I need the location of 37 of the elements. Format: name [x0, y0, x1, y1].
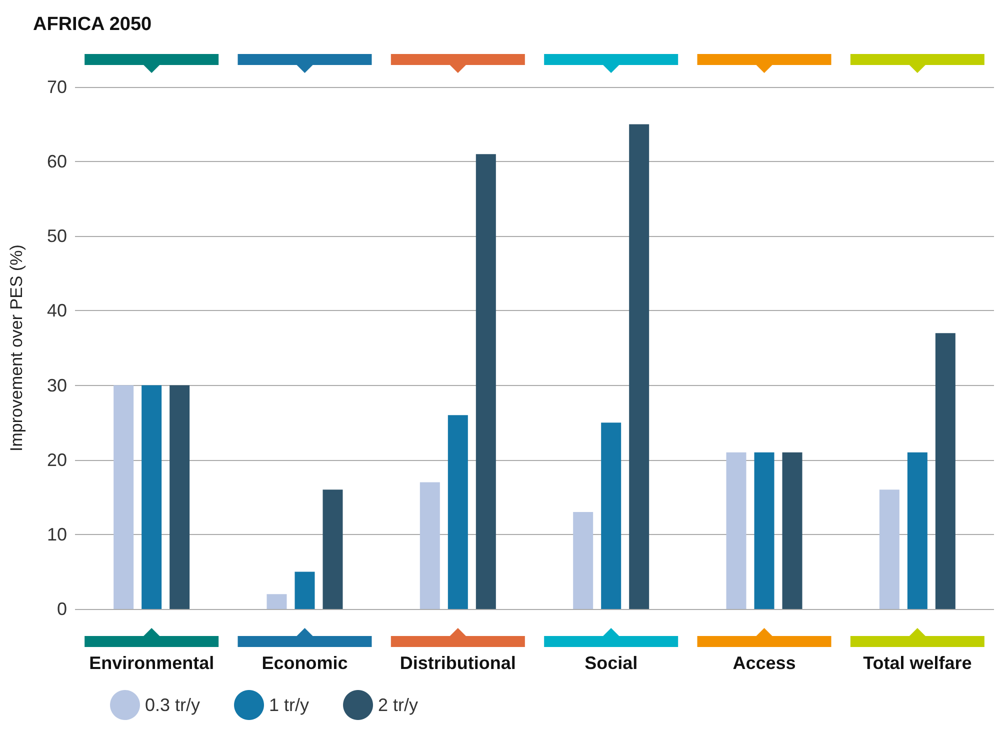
bar: [142, 385, 162, 609]
bar: [294, 572, 315, 609]
bar: [266, 594, 287, 609]
bar: [601, 422, 622, 609]
bar: [754, 452, 774, 609]
bar: [573, 512, 594, 609]
bar: [420, 482, 440, 609]
bar: [170, 385, 190, 609]
x-tick-label: Social: [584, 653, 638, 673]
bar: [322, 490, 343, 609]
chart-title: AFRICA 2050: [33, 14, 152, 35]
legend-label: 0.3 tr/y: [145, 695, 200, 715]
bar: [114, 385, 134, 609]
x-tick-label: Economic: [262, 653, 348, 673]
y-tick-label: 50: [46, 226, 67, 246]
y-tick-label: 70: [46, 77, 67, 97]
bar: [448, 415, 468, 609]
x-tick-label: Environmental: [89, 653, 214, 673]
x-tick-label: Total welfare: [863, 653, 972, 673]
y-tick-label: 30: [46, 375, 67, 396]
x-tick-label: Distributional: [400, 653, 516, 673]
bar: [629, 124, 650, 609]
legend-label: 2 tr/y: [378, 695, 418, 715]
legend-label: 1 tr/y: [269, 695, 310, 715]
y-tick-label: 10: [46, 524, 67, 544]
bar: [476, 154, 496, 609]
y-axis-title: Improvement over PES (%): [7, 244, 26, 452]
bar: [726, 452, 746, 609]
bar: [935, 333, 956, 609]
bar: [782, 452, 802, 609]
y-tick-label: 40: [46, 300, 67, 321]
x-tick-label: Access: [732, 653, 796, 673]
y-tick-label: 0: [56, 599, 67, 619]
bar: [907, 452, 928, 609]
bar: [879, 490, 900, 609]
y-tick-label: 60: [46, 152, 67, 172]
y-tick-label: 20: [46, 450, 67, 470]
